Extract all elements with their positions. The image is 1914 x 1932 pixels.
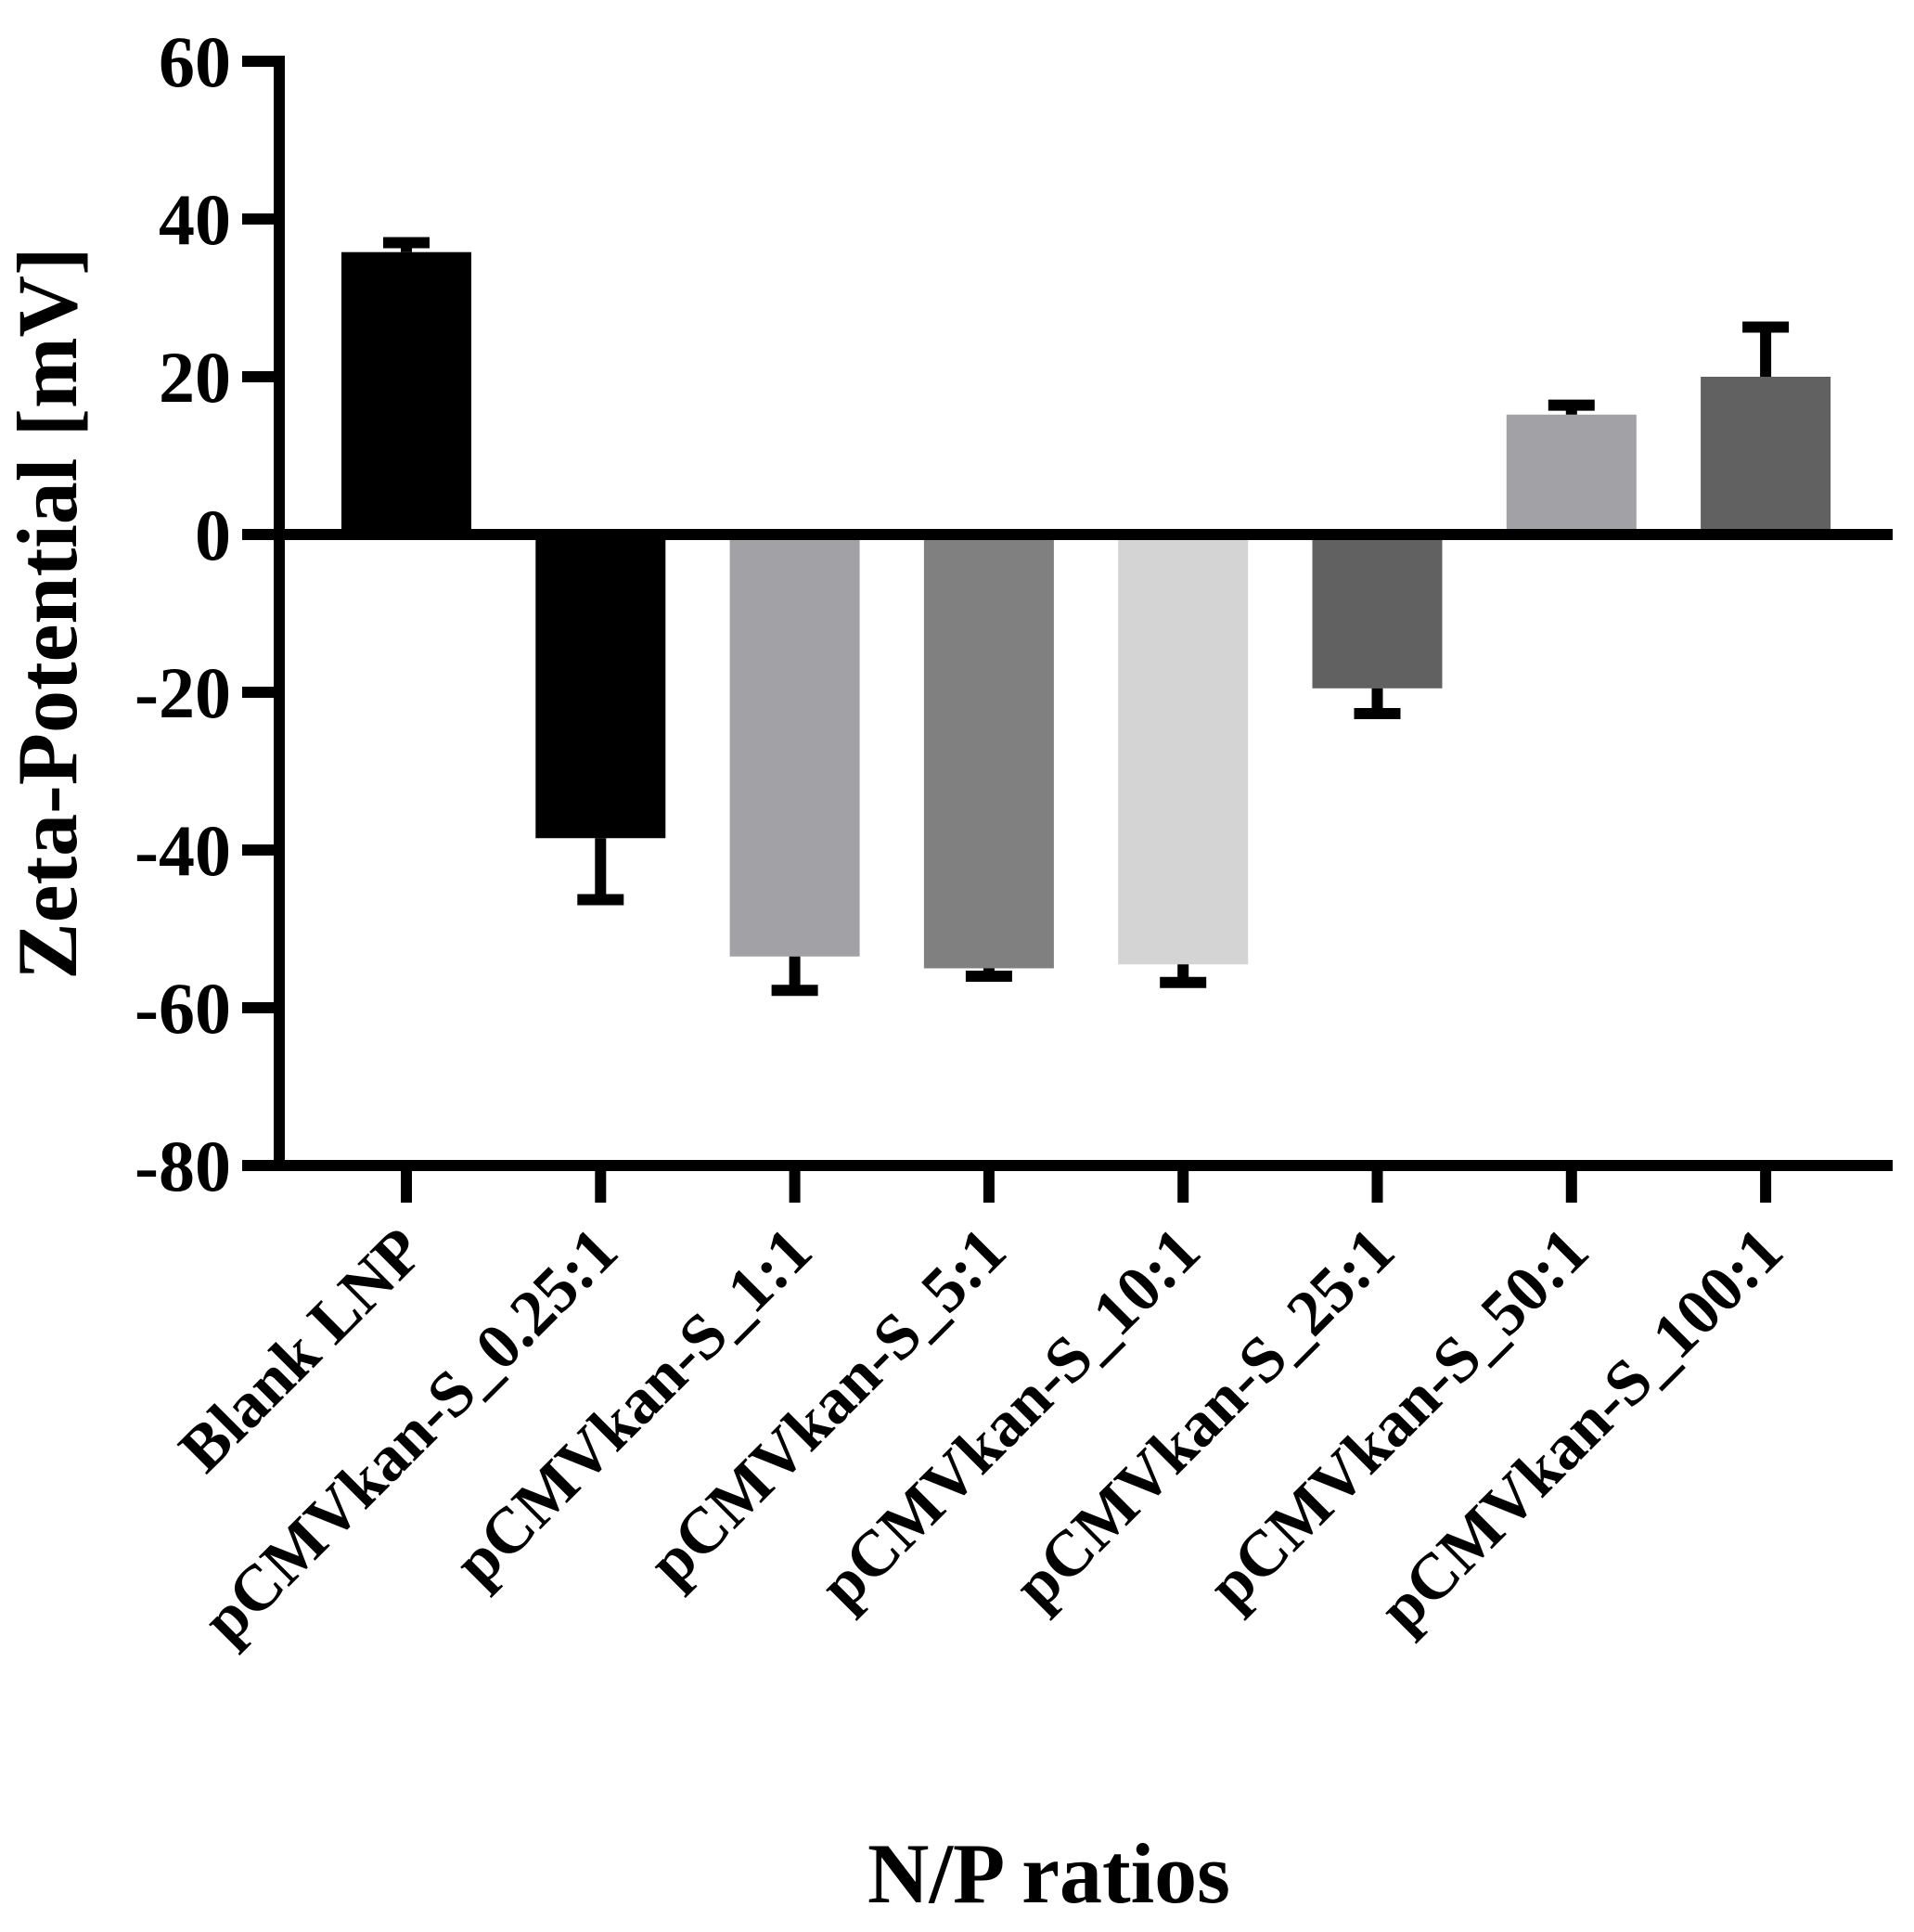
bar-2 [535, 535, 666, 839]
bar-3 [729, 535, 860, 957]
y-tick-label: -80 [135, 1126, 231, 1206]
error-bar-7 [1548, 399, 1595, 415]
y-tick-label: 20 [159, 337, 231, 418]
y-tick-label: 40 [159, 179, 231, 260]
bar-4 [923, 535, 1054, 969]
bar-8 [1701, 377, 1831, 535]
x-tick-labels: Blank LNPpCMVkan-S_0.25:1pCMVkan-S_1:1pC… [166, 1215, 1796, 1657]
bar-1 [341, 251, 471, 535]
x-category-label: pCMVkan-S_5:1 [635, 1215, 1020, 1600]
error-bar-6 [1354, 688, 1401, 719]
y-tick-label: 60 [159, 21, 231, 102]
y-tick-label: -40 [135, 810, 231, 891]
y-tick-label: -20 [135, 652, 231, 733]
error-bar-3 [771, 956, 818, 997]
error-bar-4 [965, 968, 1012, 982]
error-bars-layer [383, 237, 1790, 997]
y-tick-labels: 60 40 20 0 -20 -40 -60 -80 [135, 21, 231, 1206]
error-bar-8 [1742, 321, 1790, 377]
error-bar-1 [383, 237, 430, 252]
y-tick-label: -60 [135, 968, 231, 1049]
bar-7 [1506, 414, 1637, 535]
y-axis-title: Zeta-Potential [mV] [0, 247, 95, 979]
error-bar-2 [577, 838, 624, 906]
x-category-label: pCMVkan-S_1:1 [441, 1215, 826, 1600]
error-bar-5 [1160, 964, 1207, 988]
y-tick-label: 0 [195, 495, 231, 575]
x-axis-title: N/P ratios [867, 1826, 1230, 1921]
bar-5 [1118, 535, 1249, 965]
bars-layer [341, 251, 1831, 969]
axes-layer [242, 56, 1893, 1203]
bar-6 [1312, 535, 1443, 689]
